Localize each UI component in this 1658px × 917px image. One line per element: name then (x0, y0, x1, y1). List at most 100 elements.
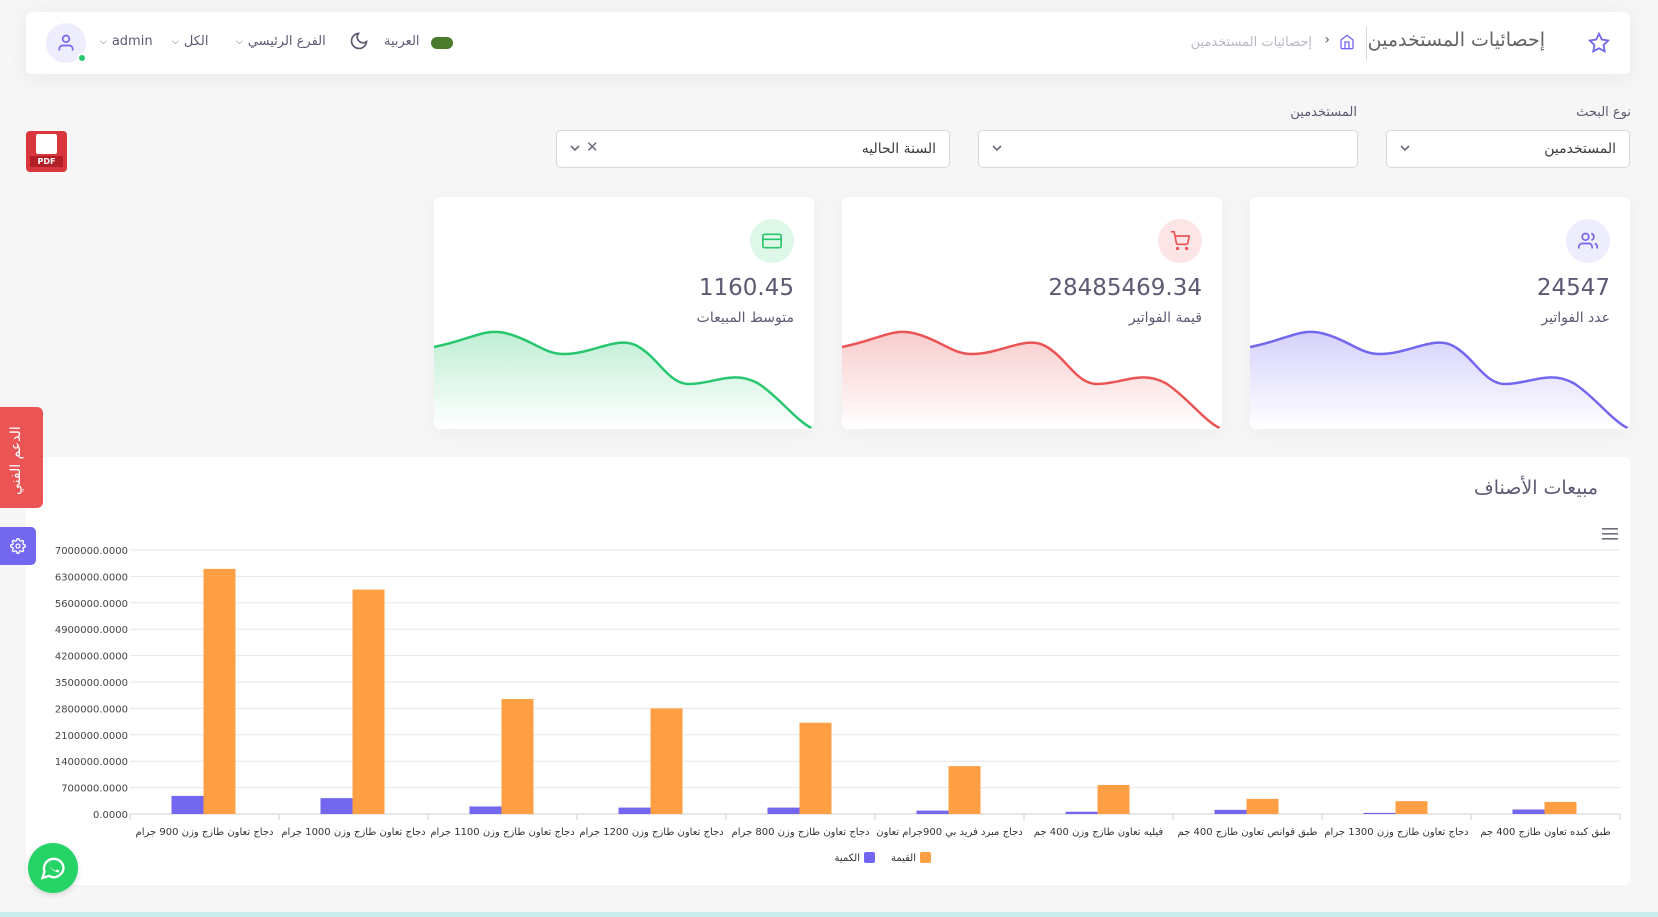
chevron-down-icon: ⌵ (172, 37, 179, 47)
scope-dropdown[interactable]: ⌵ الكل (172, 34, 208, 49)
avatar[interactable] (46, 23, 87, 63)
bar-quantity (171, 795, 204, 814)
bar-value (1544, 801, 1577, 814)
x-tick-label: دجاج تعاون طازج وزن 800 جرام (732, 827, 870, 838)
bar-quantity (320, 798, 353, 814)
stat-value: 28485469.34 (1048, 275, 1202, 301)
y-tick-label: 4900000.0000 (55, 625, 128, 636)
x-tick-label: دجاج مبرد فريد بي 900جرام تعاون (876, 827, 1022, 838)
pdf-icon-label: PDF (30, 156, 63, 167)
bar-value (948, 766, 981, 814)
stat-card-average-sales: 1160.45 متوسط المبيعات (434, 197, 814, 429)
bar-quantity (1363, 812, 1396, 814)
chevron-down-icon: ⌵ (236, 37, 243, 47)
stat-value: 1160.45 (698, 275, 794, 301)
period-value: السنة الحاليه (861, 141, 936, 157)
y-tick-label: 4200000.0000 (55, 652, 128, 663)
bar-quantity (469, 806, 502, 814)
bar-quantity (618, 807, 651, 814)
settings-button[interactable] (0, 527, 36, 565)
bar-quantity (1214, 809, 1247, 814)
search-type-value: المستخدمين (1544, 141, 1616, 157)
x-tick-label: دجاج تعاون طازج وزن 900 جرام (136, 827, 274, 838)
bar-value (203, 568, 236, 814)
legend-label: الكمية (834, 853, 860, 864)
y-tick-label: 5600000.0000 (55, 599, 128, 610)
user-name: admin (111, 34, 153, 49)
bar-value (650, 708, 683, 814)
bar-value (1246, 798, 1279, 814)
users-label: المستخدمين (1290, 105, 1357, 120)
top-navbar: إحصائيات المستخدمين › إحصائيات المستخدمي… (26, 12, 1630, 74)
legend-label: القيمة (891, 853, 916, 864)
x-tick-label: فيليه تعاون طازج وزن 400 جم (1034, 827, 1164, 838)
bar-quantity (767, 807, 800, 814)
legend-swatch (920, 852, 931, 863)
footer-line (0, 912, 1658, 917)
page-title: إحصائيات المستخدمين (1367, 29, 1545, 51)
bar-value (501, 698, 534, 814)
flag-icon (431, 37, 453, 49)
clear-icon[interactable]: ✕ (586, 138, 599, 156)
whatsapp-button[interactable] (28, 843, 78, 893)
y-tick-label: 1400000.0000 (55, 757, 128, 768)
bar-chart: 0.0000 700000.0000 1400000.0000 2100000.000… (55, 546, 1621, 864)
gear-icon (10, 538, 26, 554)
x-tick-label: دجاج تعاون طازج وزن 1300 جرام (1324, 827, 1468, 838)
breadcrumb-chevron-icon: › (1324, 32, 1330, 48)
search-type-label: نوع البحث (1576, 105, 1631, 120)
title-divider (1366, 26, 1367, 60)
stat-card-invoices-value: 28485469.34 قيمة الفواتير (842, 197, 1222, 429)
language-dropdown[interactable]: العربية (384, 34, 420, 49)
branch-label: الفرع الرئيسي (247, 34, 326, 49)
y-tick-label: 2800000.0000 (55, 704, 128, 715)
x-tick-label: دجاج تعاون طازج وزن 1200 جرام (579, 827, 723, 838)
bar-quantity (1512, 809, 1545, 814)
users-select[interactable] (978, 130, 1358, 168)
legend-swatch (864, 852, 875, 863)
stat-label: متوسط المبيعات (696, 310, 794, 326)
y-tick-label: 0.0000 (93, 810, 128, 821)
bar-value (352, 589, 385, 814)
stat-label: قيمة الفواتير (1128, 310, 1202, 326)
stat-label: عدد الفواتير (1541, 310, 1610, 326)
y-tick-label: 7000000.0000 (55, 546, 128, 557)
moon-icon[interactable] (349, 31, 369, 51)
sparkline (1250, 330, 1630, 429)
online-status-dot (77, 53, 87, 63)
stat-value: 24547 (1536, 275, 1610, 301)
x-tick-label: طبق قوانص تعاون طازج 400 جم (1177, 827, 1317, 838)
chart-title: مبيعات الأصناف (1474, 477, 1598, 499)
chevron-down-icon (570, 145, 580, 152)
bar-value (1097, 784, 1130, 814)
cart-icon (1158, 219, 1202, 263)
support-label: الدعم الفني (8, 426, 24, 495)
chevron-down-icon (1400, 145, 1410, 152)
user-menu[interactable]: ⌵ admin (100, 34, 153, 49)
user-icon (58, 34, 74, 51)
bar-quantity (1065, 811, 1098, 814)
breadcrumb-current: إحصائيات المستخدمين (1190, 35, 1312, 50)
x-tick-label: طبق كبده تعاون طازج 400 جم (1480, 827, 1611, 838)
bar-quantity (916, 810, 949, 814)
y-tick-label: 3500000.0000 (55, 678, 128, 689)
star-icon[interactable] (1588, 32, 1610, 54)
y-tick-label: 6300000.0000 (55, 572, 128, 583)
y-tick-label: 2100000.0000 (55, 731, 128, 742)
x-tick-label: دجاج تعاون طازج وزن 1100 جرام (430, 827, 574, 838)
home-icon[interactable] (1339, 34, 1355, 50)
export-pdf-button[interactable]: PDF (26, 131, 67, 172)
stat-card-invoices-count: 24547 عدد الفواتير (1250, 197, 1630, 429)
period-select[interactable]: السنة الحاليه ✕ (556, 130, 950, 168)
item-sales-chart-card: مبيعات الأصناف 0.0000 700000.0000 1400000.… (26, 457, 1630, 885)
bar-value (799, 722, 832, 814)
search-type-select[interactable]: المستخدمين (1386, 130, 1630, 168)
chevron-down-icon (992, 145, 1002, 152)
y-tick-label: 700000.0000 (61, 784, 128, 795)
whatsapp-icon (40, 857, 65, 880)
users-icon (1566, 219, 1610, 263)
sparkline (434, 330, 814, 429)
support-tab[interactable]: الدعم الفني (0, 407, 43, 508)
chart-menu-icon[interactable] (1602, 527, 1620, 541)
branch-dropdown[interactable]: ⌵ الفرع الرئيسي (236, 34, 326, 49)
